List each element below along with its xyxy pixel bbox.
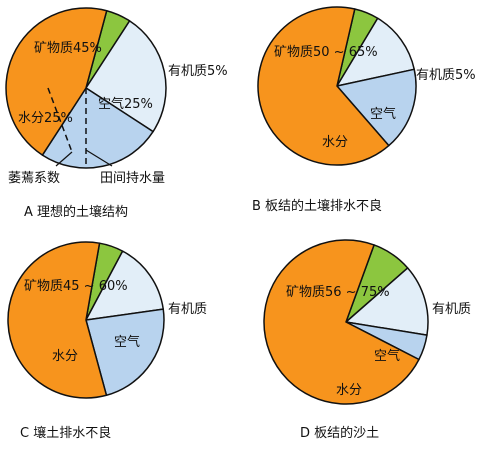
pie-b-slice-air [336,17,415,87]
pie-b-caption: B 板结的土壤排水不良 [252,198,382,214]
pie-d-label-air: 空气 [374,348,400,364]
pie-c-slice-air [85,250,164,321]
pie-a-slice-mineral [5,7,108,156]
pie-a-dashed-line-left [47,87,73,153]
pie-c-slice-water [85,308,165,397]
pie-c-label-air: 空气 [114,334,140,350]
pie-d-slice-mineral [263,239,420,405]
pie-a-pointer-wilting [55,151,73,167]
pie-a-label-mineral: 矿物质45% [34,41,102,56]
pie-c-label-mineral: 矿物质45 ~ 60% [24,279,128,294]
pie-b-label-mineral: 矿物质50 ~ 65% [274,45,378,60]
pie-chart-c: 矿物质45 ~ 60% 水分 空气 有机质 C 壤土排水不良 [7,241,207,441]
pie-a-pointer-field-capacity [85,149,113,167]
pie-c-label-water: 水分 [52,349,78,364]
pie-a-caption: A 理想的土壤结构 [24,204,128,220]
pie-a-label-air: 空气25% [98,96,153,112]
pie-a-label-organic: 有机质5% [168,64,228,79]
pie-b-label-air: 空气 [370,106,396,122]
pie-a-annotation-wilting: 萎蔫系数 [8,171,60,186]
pie-chart-a: 矿物质45% 水分25% 空气25% 有机质5% 萎蔫系数 田间持水量 A 理想的土壤结构 [5,7,228,220]
pie-a-label-water: 水分25% [18,111,73,126]
pie-d-label-organic: 有机质 [432,302,471,317]
pie-d-label-mineral: 矿物质56 ~ 75% [286,285,390,300]
pie-b-label-water: 水分 [322,135,348,150]
pie-d-slice-air [345,267,429,336]
pie-c-slice-mineral [7,241,108,399]
pie-b-slice-mineral [257,6,390,166]
pie-a-slice-air [85,20,167,133]
pie-c-label-organic: 有机质 [168,302,207,317]
pie-c-caption: C 壤土排水不良 [20,425,111,441]
pie-d-label-water: 水分 [336,383,362,398]
pie-a-annotation-field-capacity: 田间持水量 [100,171,165,186]
pie-b-slice-water [336,68,417,147]
pie-b-label-organic: 有机质5% [416,68,476,83]
pie-d-caption: D 板结的沙土 [300,425,379,441]
